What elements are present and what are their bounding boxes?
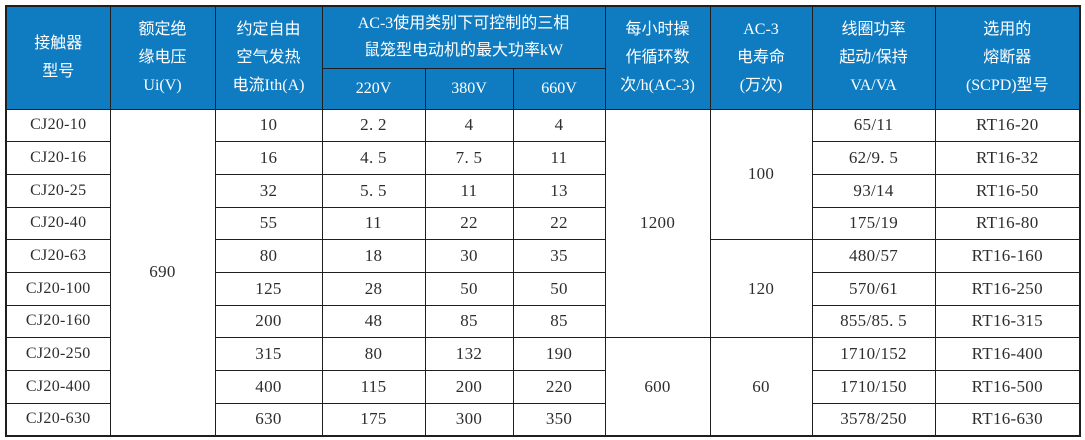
cell-kw-220v: 175 <box>321 402 426 437</box>
cell-kw-380v: 4 <box>424 108 514 143</box>
cell-thermal-current: 200 <box>214 304 323 339</box>
cell-model: CJ20-630 <box>5 402 111 437</box>
cell-thermal-current: 315 <box>214 337 323 371</box>
cell-thermal-current: 80 <box>214 239 323 273</box>
cell-cycles: 600 <box>604 337 711 437</box>
cell-kw-380v: 22 <box>424 206 514 241</box>
table-row: CJ20-250 315 80 132 190 600 60 1710/152 … <box>5 337 1081 437</box>
cell-life: 100 <box>709 108 813 241</box>
cell-life: 60 <box>709 337 813 437</box>
cell-kw-660v: 50 <box>512 271 606 306</box>
cell-coil-power: 65/11 <box>811 108 936 143</box>
cell-model: CJ20-250 <box>5 337 111 371</box>
cell-fuse-model: RT16-250 <box>934 271 1081 306</box>
table-row: CJ20-16 16 4. 5 7. 5 11 62/9. 5 RT16-32 <box>5 141 1081 175</box>
cell-coil-power: 855/85. 5 <box>811 304 936 339</box>
cell-kw-660v: 35 <box>512 239 606 273</box>
cell-kw-220v: 4. 5 <box>321 141 426 175</box>
cell-kw-220v: 5. 5 <box>321 173 426 208</box>
spec-table: 接触器 型号 额定绝 缘电压 Ui(V) 约定自由 空气发热 电流Ith(A) … <box>5 5 1082 437</box>
cell-kw-380v: 30 <box>424 239 514 273</box>
cell-kw-660v: 220 <box>512 370 606 404</box>
cell-coil-power: 570/61 <box>811 271 936 306</box>
cell-kw-380v: 11 <box>424 173 514 208</box>
cell-kw-220v: 2. 2 <box>321 108 426 143</box>
cell-kw-380v: 7. 5 <box>424 141 514 175</box>
cell-thermal-current: 630 <box>214 402 323 437</box>
table-row: CJ20-400 400 115 200 220 1710/150 RT16-5… <box>5 370 1081 404</box>
cell-fuse-model: RT16-20 <box>934 108 1081 143</box>
cell-thermal-current: 55 <box>214 206 323 241</box>
cell-coil-power: 93/14 <box>811 173 936 208</box>
cell-kw-380v: 132 <box>424 337 514 371</box>
cell-kw-380v: 85 <box>424 304 514 339</box>
cell-fuse-model: RT16-80 <box>934 206 1081 241</box>
cell-model: CJ20-10 <box>5 108 111 143</box>
cell-model: CJ20-100 <box>5 271 111 306</box>
header-ac3-power-group: AC-3使用类别下可控制的三相 鼠笼型电动机的最大功率kW <box>321 5 606 69</box>
cell-kw-380v: 50 <box>424 271 514 306</box>
header-380v: 380V <box>424 67 514 110</box>
header-660v: 660V <box>512 67 606 110</box>
table-row: CJ20-10 690 10 2. 2 4 4 1200 100 65/11 R… <box>5 108 1081 437</box>
cell-kw-660v: 13 <box>512 173 606 208</box>
cell-kw-660v: 11 <box>512 141 606 175</box>
cell-coil-power: 480/57 <box>811 239 936 273</box>
cell-fuse-model: RT16-400 <box>934 337 1081 371</box>
cell-model: CJ20-160 <box>5 304 111 339</box>
header-220v: 220V <box>321 67 426 110</box>
header-thermal-current: 约定自由 空气发热 电流Ith(A) <box>214 5 323 110</box>
cell-kw-660v: 22 <box>512 206 606 241</box>
cell-fuse-model: RT16-50 <box>934 173 1081 208</box>
cell-fuse-model: RT16-315 <box>934 304 1081 339</box>
cell-kw-220v: 48 <box>321 304 426 339</box>
cell-kw-220v: 18 <box>321 239 426 273</box>
cell-kw-660v: 350 <box>512 402 606 437</box>
cell-thermal-current: 16 <box>214 141 323 175</box>
header-cycles-per-hour: 每小时操 作循环数 次/h(AC-3) <box>604 5 711 110</box>
header-insulation-voltage: 额定绝 缘电压 Ui(V) <box>109 5 216 110</box>
cell-fuse-model: RT16-500 <box>934 370 1081 404</box>
cell-model: CJ20-63 <box>5 239 111 273</box>
table-row: CJ20-25 32 5. 5 11 13 93/14 RT16-50 <box>5 173 1081 208</box>
table-row: CJ20-63 80 18 30 35 120 480/57 RT16-160 <box>5 239 1081 339</box>
cell-fuse-model: RT16-32 <box>934 141 1081 175</box>
cell-model: CJ20-16 <box>5 141 111 175</box>
cell-insulation-voltage: 690 <box>109 108 216 437</box>
cell-coil-power: 1710/152 <box>811 337 936 371</box>
cell-kw-660v: 85 <box>512 304 606 339</box>
cell-kw-660v: 190 <box>512 337 606 371</box>
header-electrical-life: AC-3 电寿命 (万次) <box>709 5 813 110</box>
cell-fuse-model: RT16-160 <box>934 239 1081 273</box>
cell-kw-220v: 115 <box>321 370 426 404</box>
cell-thermal-current: 32 <box>214 173 323 208</box>
cell-fuse-model: RT16-630 <box>934 402 1081 437</box>
cell-model: CJ20-400 <box>5 370 111 404</box>
cell-thermal-current: 400 <box>214 370 323 404</box>
header-coil-power: 线圈功率 起动/保持 VA/VA <box>811 5 936 110</box>
cell-model: CJ20-25 <box>5 173 111 208</box>
cell-kw-220v: 11 <box>321 206 426 241</box>
cell-coil-power: 62/9. 5 <box>811 141 936 175</box>
cell-kw-220v: 80 <box>321 337 426 371</box>
cell-thermal-current: 125 <box>214 271 323 306</box>
cell-model: CJ20-40 <box>5 206 111 241</box>
cell-coil-power: 1710/150 <box>811 370 936 404</box>
cell-kw-380v: 200 <box>424 370 514 404</box>
cell-coil-power: 175/19 <box>811 206 936 241</box>
cell-kw-220v: 28 <box>321 271 426 306</box>
contactor-spec-table: 接触器 型号 额定绝 缘电压 Ui(V) 约定自由 空气发热 电流Ith(A) … <box>5 5 1082 437</box>
table-row: CJ20-100 125 28 50 50 570/61 RT16-250 <box>5 271 1081 306</box>
header-fuse-model: 选用的 熔断器 (SCPD)型号 <box>934 5 1081 110</box>
header-contactor-model: 接触器 型号 <box>5 5 111 110</box>
cell-cycles: 1200 <box>604 108 711 339</box>
table-row: CJ20-40 55 11 22 22 175/19 RT16-80 <box>5 206 1081 241</box>
cell-kw-380v: 300 <box>424 402 514 437</box>
table-row: CJ20-630 630 175 300 350 3578/250 RT16-6… <box>5 402 1081 437</box>
cell-life: 120 <box>709 239 813 339</box>
cell-kw-660v: 4 <box>512 108 606 143</box>
cell-coil-power: 3578/250 <box>811 402 936 437</box>
cell-thermal-current: 10 <box>214 108 323 143</box>
